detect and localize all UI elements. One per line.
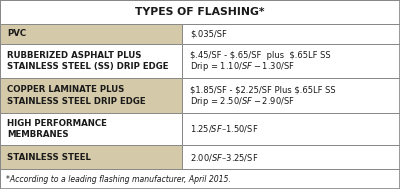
Bar	[0, 169, 400, 189]
Text: RUBBERIZED ASPHALT PLUS: RUBBERIZED ASPHALT PLUS	[7, 51, 142, 60]
Text: STAINLESS STEEL DRIP EDGE: STAINLESS STEEL DRIP EDGE	[7, 97, 146, 106]
Bar	[182, 113, 400, 145]
Text: PVC: PVC	[7, 29, 26, 38]
Text: *According to a leading flashing manufacturer, April 2015.: *According to a leading flashing manufac…	[6, 175, 231, 184]
Bar	[0, 113, 182, 145]
Bar	[0, 145, 182, 169]
Text: Drip = $1.10/SF - $1.30/SF: Drip = $1.10/SF - $1.30/SF	[190, 60, 295, 74]
Text: Drip = $2.50/SF - $2.90/SF: Drip = $2.50/SF - $2.90/SF	[190, 95, 295, 108]
Text: HIGH PERFORMANCE: HIGH PERFORMANCE	[7, 119, 107, 128]
Text: $2.00/SF – $3.25/SF: $2.00/SF – $3.25/SF	[190, 152, 258, 163]
Bar	[0, 24, 182, 44]
Text: $1.85/SF - $2.25/SF Plus $.65LF SS: $1.85/SF - $2.25/SF Plus $.65LF SS	[190, 85, 336, 94]
Text: $.035/SF: $.035/SF	[190, 29, 227, 38]
Bar	[0, 44, 182, 78]
Bar	[182, 145, 400, 169]
Text: MEMBRANES: MEMBRANES	[7, 130, 69, 139]
Text: STAINLESS STEEL (SS) DRIP EDGE: STAINLESS STEEL (SS) DRIP EDGE	[7, 62, 169, 71]
Text: $1.25/SF – $1.50/SF: $1.25/SF – $1.50/SF	[190, 123, 258, 134]
Bar	[182, 44, 400, 78]
Text: $.45/SF - $.65/SF  plus  $.65LF SS: $.45/SF - $.65/SF plus $.65LF SS	[190, 51, 331, 60]
Text: COPPER LAMINATE PLUS: COPPER LAMINATE PLUS	[7, 85, 124, 94]
Text: TYPES OF FLASHING*: TYPES OF FLASHING*	[135, 7, 265, 17]
Bar	[182, 24, 400, 44]
Bar	[182, 78, 400, 113]
Bar	[0, 0, 400, 24]
Bar	[0, 78, 182, 113]
Text: STAINLESS STEEL: STAINLESS STEEL	[7, 153, 91, 162]
